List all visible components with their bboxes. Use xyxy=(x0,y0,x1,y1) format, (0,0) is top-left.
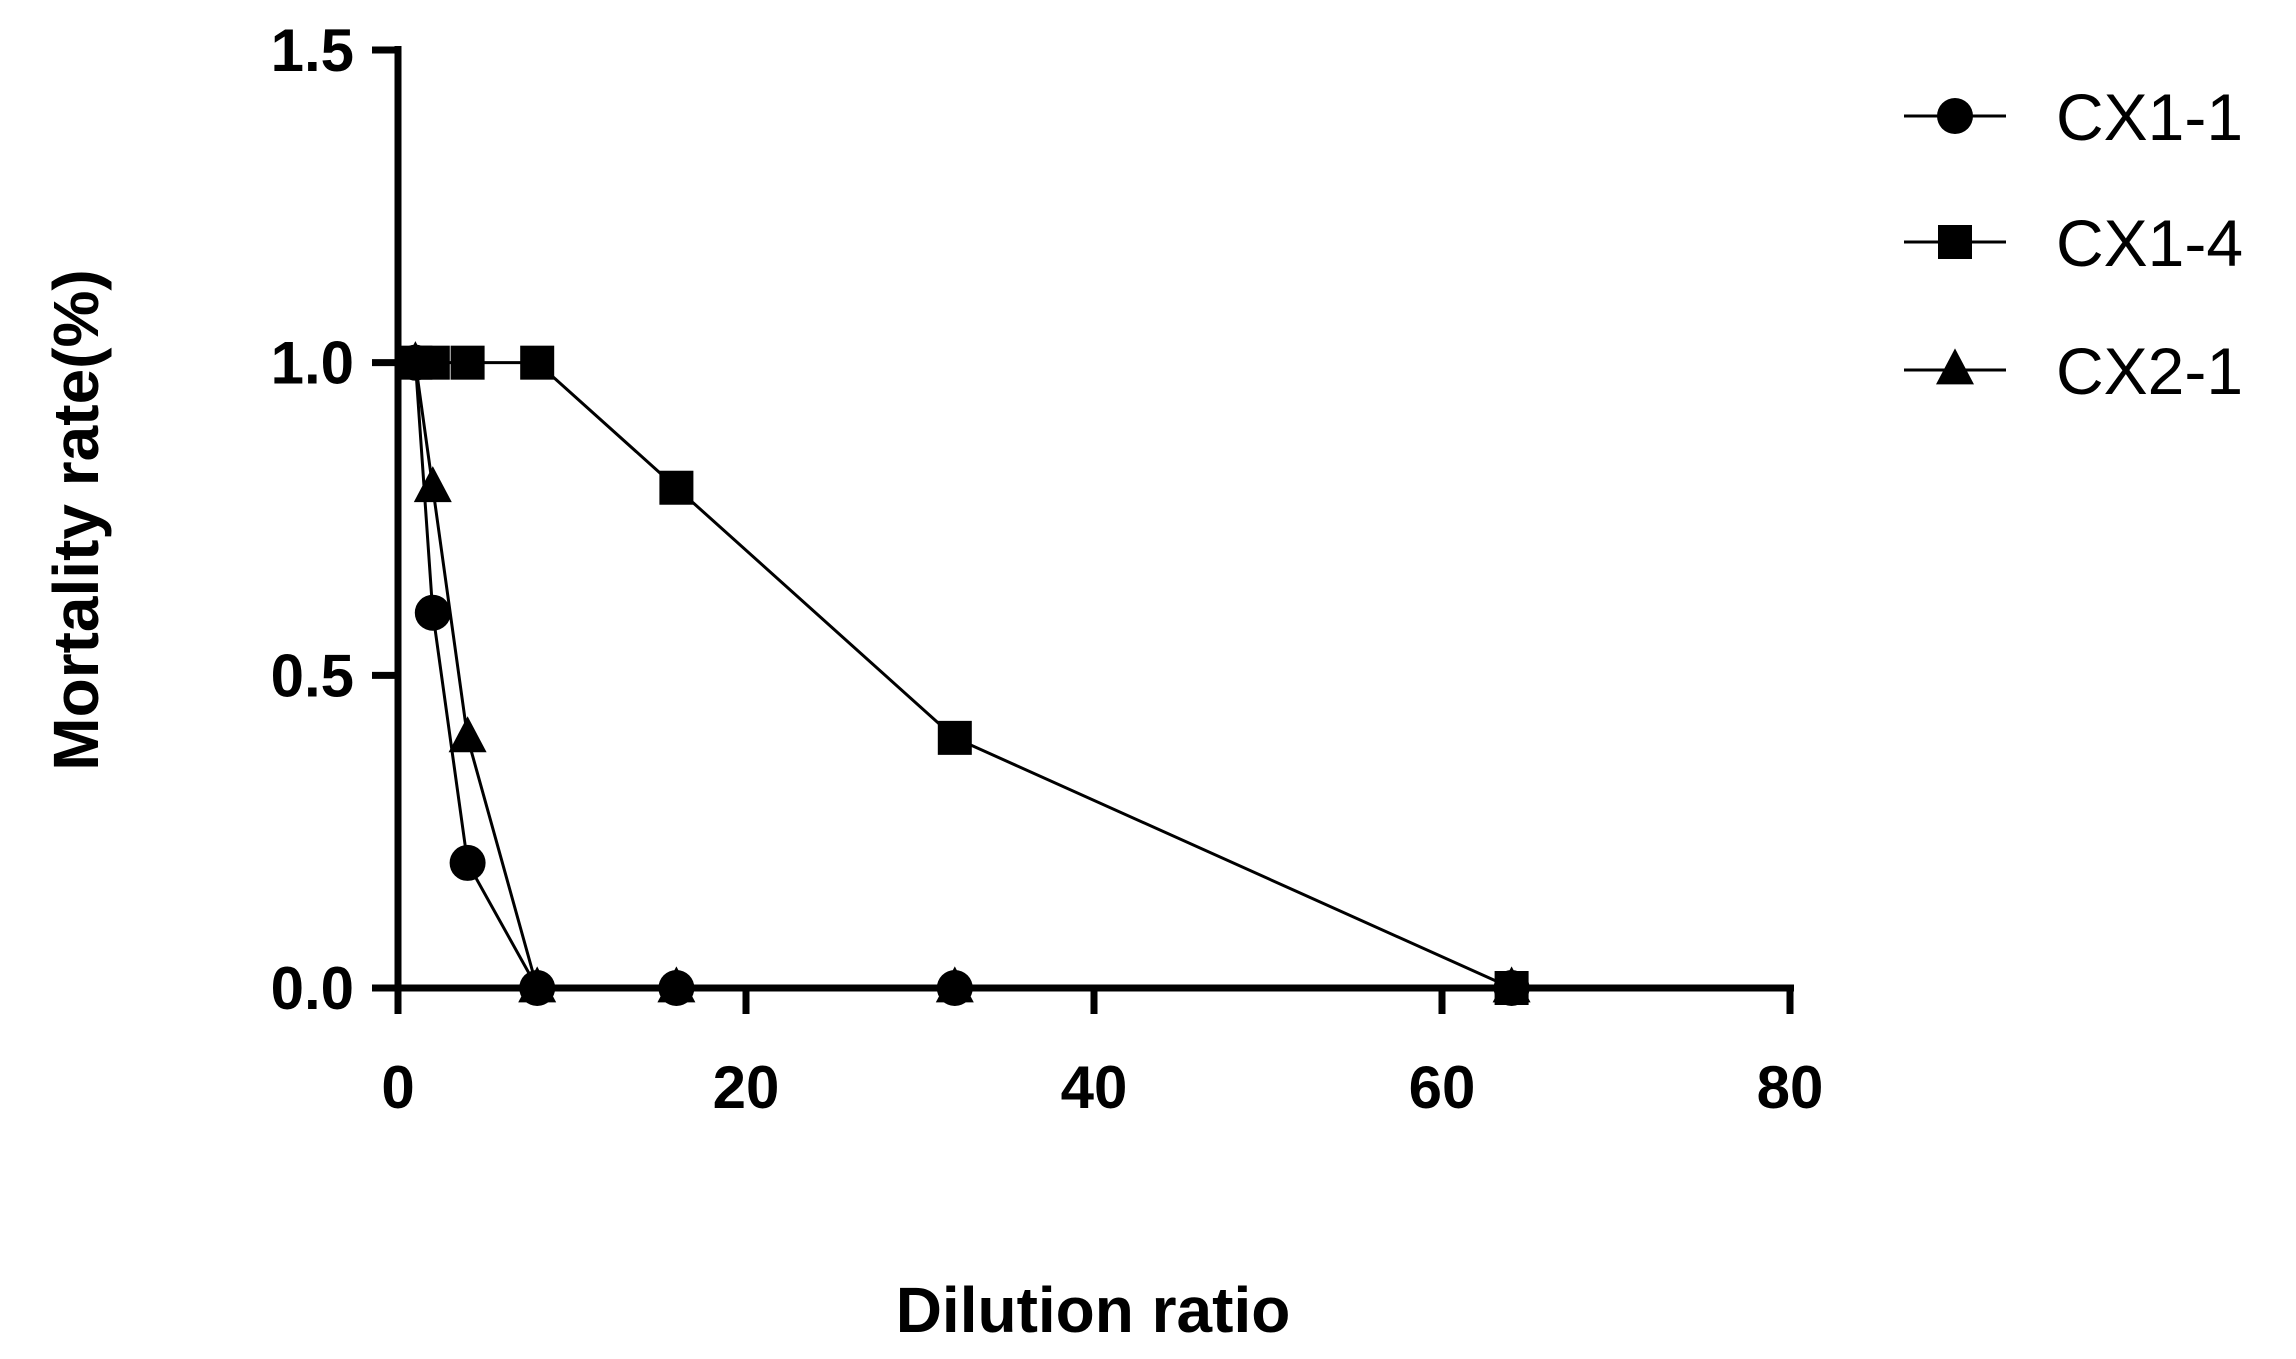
y-tick-label: 0.5 xyxy=(271,642,354,709)
y-tick-label: 0.0 xyxy=(271,955,354,1022)
x-ticks: 0 20 40 60 80 xyxy=(381,988,1823,1121)
series-line xyxy=(413,362,1512,990)
series-CX1-4 xyxy=(398,345,1529,1005)
data-point xyxy=(659,470,694,505)
legend-marker xyxy=(1937,98,1973,134)
series-CX1-1 xyxy=(397,344,1530,1006)
series-CX2-1 xyxy=(396,341,1531,1003)
data-point xyxy=(396,341,435,378)
y-ticks: 0.0 0.5 1.0 1.5 xyxy=(271,17,398,1022)
legend-item: CX2-1 xyxy=(1904,334,2243,408)
x-tick-label: 40 xyxy=(1061,1054,1128,1121)
data-point xyxy=(657,966,696,1003)
data-point xyxy=(520,345,555,380)
data-point xyxy=(413,466,452,503)
x-tick-label: 0 xyxy=(381,1054,414,1121)
series-line xyxy=(413,362,1512,990)
y-axis-title: Mortality rate(%) xyxy=(40,269,112,770)
legend-label: CX1-4 xyxy=(2056,206,2243,280)
legend-item: CX1-1 xyxy=(1904,80,2243,154)
legend-item: CX1-4 xyxy=(1904,206,2243,280)
data-point xyxy=(414,594,451,631)
x-axis-title: Dilution ratio xyxy=(896,1274,1291,1346)
data-point xyxy=(449,844,486,881)
x-tick-label: 60 xyxy=(1409,1054,1476,1121)
y-tick-label: 1.5 xyxy=(271,17,354,84)
data-point xyxy=(937,720,972,755)
legend-label: CX1-1 xyxy=(2056,80,2243,154)
legend-marker xyxy=(1936,348,1974,385)
legend: CX1-1 CX1-4 CX2-1 xyxy=(1904,80,2243,408)
data-point xyxy=(450,345,485,380)
data-point xyxy=(1492,966,1531,1003)
data-point xyxy=(935,966,974,1003)
x-tick-label: 80 xyxy=(1757,1054,1824,1121)
y-tick-label: 1.0 xyxy=(271,330,354,397)
data-point xyxy=(448,716,487,753)
legend-label: CX2-1 xyxy=(2056,334,2243,408)
x-tick-label: 20 xyxy=(713,1054,780,1121)
legend-marker xyxy=(1938,225,1972,259)
axes xyxy=(394,46,1794,992)
series-line xyxy=(415,361,1513,990)
series-layer xyxy=(396,341,1531,1006)
data-point xyxy=(518,966,557,1003)
